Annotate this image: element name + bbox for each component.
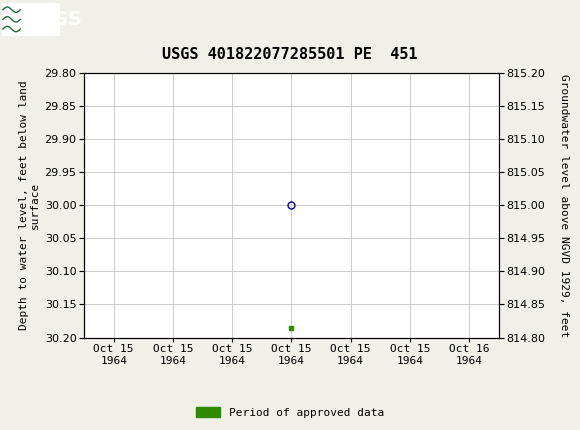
Text: USGS 401822077285501 PE  451: USGS 401822077285501 PE 451 (162, 47, 418, 62)
Legend: Period of approved data: Period of approved data (191, 403, 389, 422)
FancyBboxPatch shape (2, 3, 60, 36)
Text: USGS: USGS (22, 10, 82, 29)
Y-axis label: Depth to water level, feet below land
surface: Depth to water level, feet below land su… (19, 80, 40, 330)
Y-axis label: Groundwater level above NGVD 1929, feet: Groundwater level above NGVD 1929, feet (559, 74, 570, 337)
